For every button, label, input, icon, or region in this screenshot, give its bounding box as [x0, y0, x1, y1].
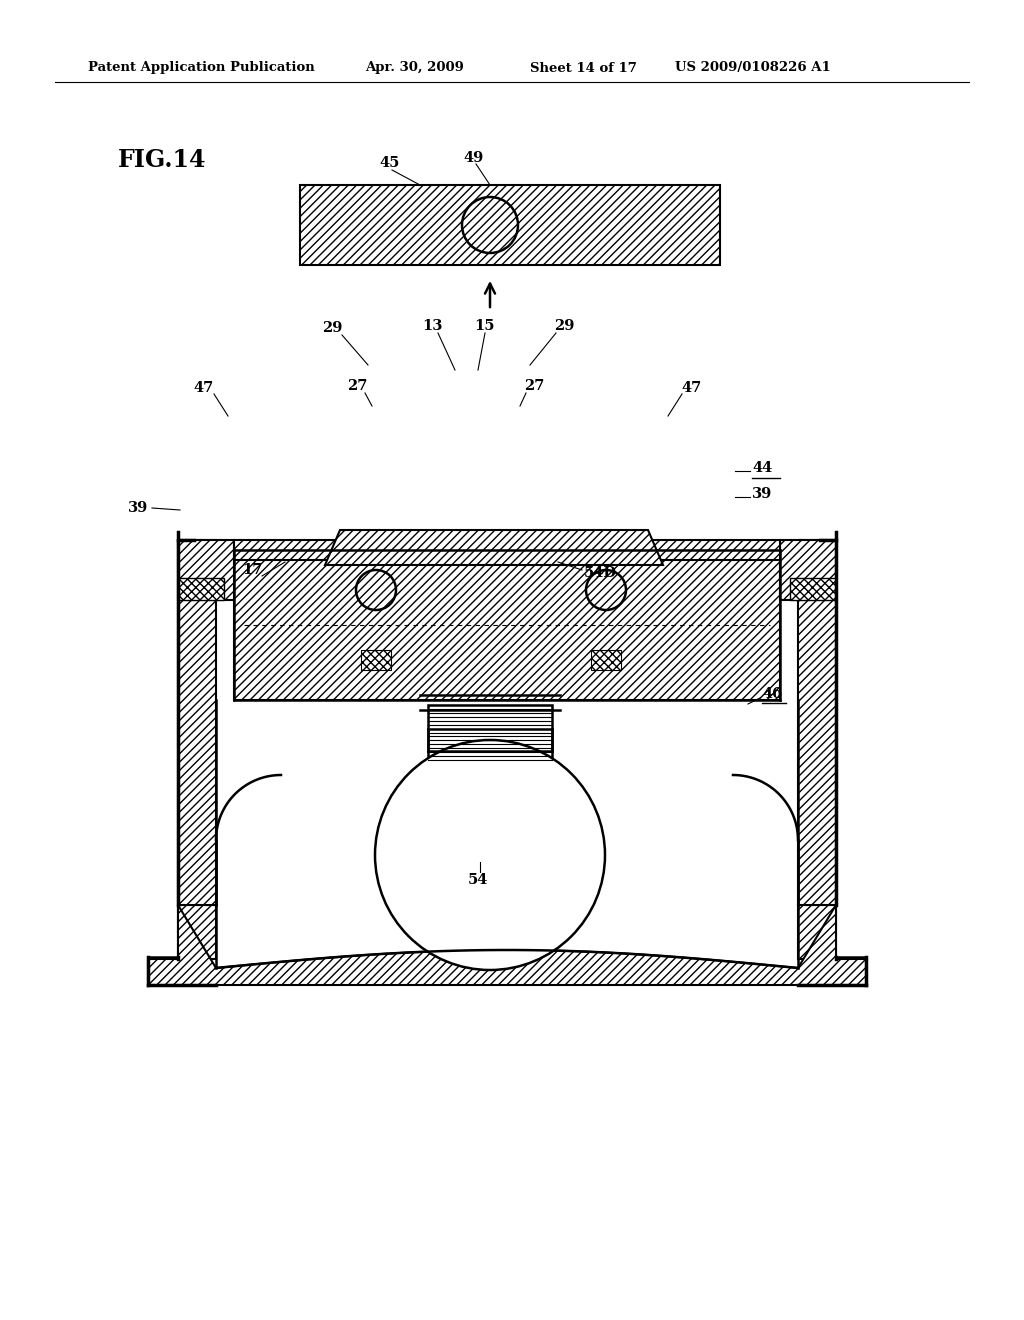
Polygon shape — [798, 906, 836, 960]
Bar — [790, 578, 836, 601]
Text: Apr. 30, 2009: Apr. 30, 2009 — [365, 62, 464, 74]
Text: FIG.14: FIG.14 — [118, 148, 207, 172]
Circle shape — [356, 570, 396, 610]
Text: Sheet 14 of 17: Sheet 14 of 17 — [530, 62, 637, 74]
Text: 39: 39 — [128, 502, 148, 515]
Polygon shape — [178, 540, 234, 601]
Text: 47: 47 — [682, 381, 702, 395]
Text: 54: 54 — [468, 873, 488, 887]
Polygon shape — [178, 540, 216, 906]
Text: 44: 44 — [752, 461, 772, 475]
Polygon shape — [780, 540, 836, 601]
Circle shape — [375, 741, 605, 970]
Text: 15: 15 — [475, 319, 496, 333]
Text: 54D: 54D — [584, 566, 617, 579]
Polygon shape — [148, 906, 866, 985]
Text: Patent Application Publication: Patent Application Publication — [88, 62, 314, 74]
Bar — [178, 578, 224, 601]
Text: 46: 46 — [762, 686, 782, 701]
Text: 29: 29 — [554, 319, 574, 333]
Circle shape — [586, 570, 626, 610]
Polygon shape — [234, 540, 780, 560]
Text: 27: 27 — [524, 379, 544, 393]
Text: 13: 13 — [422, 319, 442, 333]
Bar — [361, 649, 391, 671]
Polygon shape — [178, 906, 216, 960]
Text: 45: 45 — [380, 156, 400, 170]
Bar — [300, 185, 720, 265]
Polygon shape — [798, 540, 836, 906]
Polygon shape — [325, 531, 663, 565]
Text: 27: 27 — [347, 379, 368, 393]
Bar — [428, 705, 552, 760]
Polygon shape — [234, 550, 780, 700]
Text: 47: 47 — [194, 381, 214, 395]
Text: 39: 39 — [752, 487, 772, 502]
Text: 49: 49 — [464, 150, 484, 165]
Circle shape — [462, 197, 518, 253]
Bar — [591, 649, 621, 671]
Text: 17: 17 — [242, 564, 262, 577]
Text: US 2009/0108226 A1: US 2009/0108226 A1 — [675, 62, 830, 74]
Text: 29: 29 — [322, 321, 342, 335]
